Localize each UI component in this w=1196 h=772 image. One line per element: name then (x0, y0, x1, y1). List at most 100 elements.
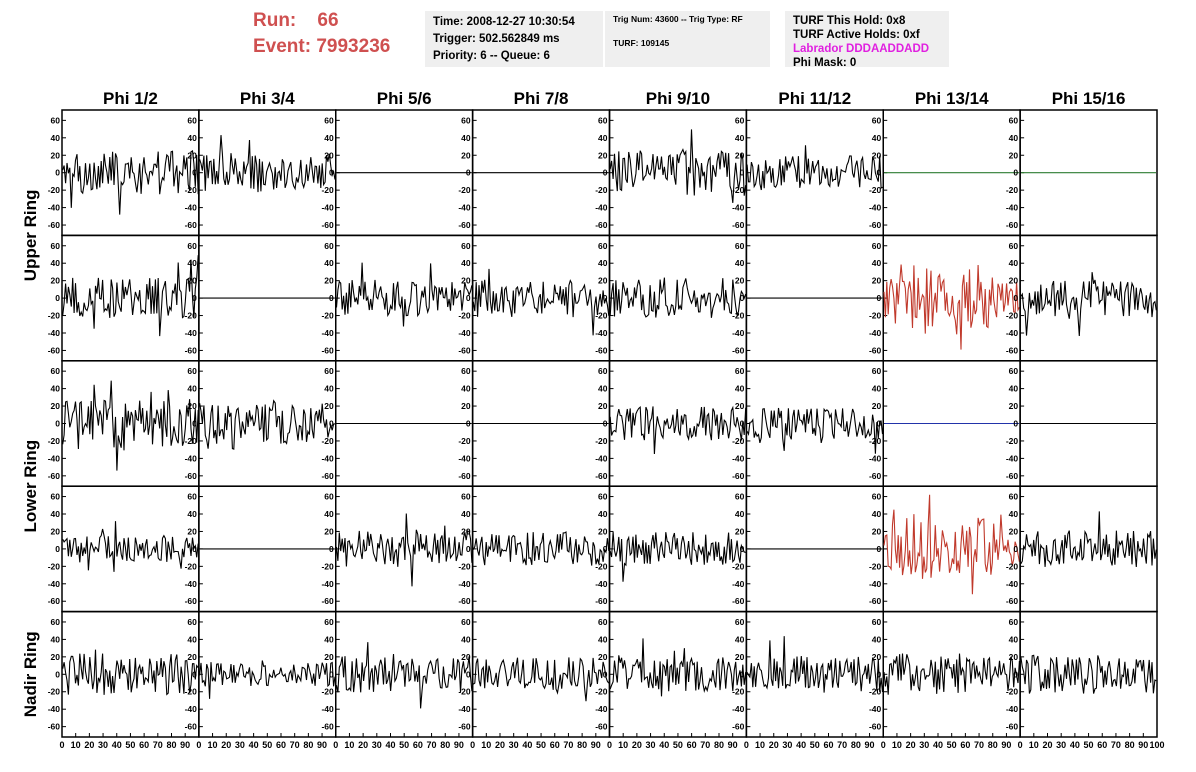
y-tick-label: 40 (461, 634, 471, 644)
column-header-5: Phi 9/10 (646, 89, 710, 108)
trace-r1-c1 (62, 149, 199, 215)
event-value: 7993236 (316, 36, 391, 57)
y-tick-label: -60 (869, 722, 882, 732)
y-tick-label: 60 (598, 492, 608, 502)
y-tick-label: -60 (595, 722, 608, 732)
y-tick-label: -20 (458, 687, 471, 697)
y-tick-label: 40 (735, 634, 745, 644)
y-tick-label: 20 (735, 276, 745, 286)
y-tick-label: 0 (329, 168, 334, 178)
y-tick-label: 20 (872, 652, 882, 662)
y-tick-label: 20 (598, 652, 608, 662)
y-tick-label: -60 (185, 722, 198, 732)
x-tick-label: 20 (1042, 740, 1052, 750)
y-tick-label: 0 (740, 293, 745, 303)
y-tick-label: 20 (187, 526, 197, 536)
column-header-8: Phi 15/16 (1052, 89, 1126, 108)
panel-r1-c2 (198, 109, 337, 237)
y-tick-label: 40 (187, 133, 197, 143)
panel-r4-c1 (61, 485, 200, 613)
y-tick-label: 0 (740, 544, 745, 554)
y-tick-label: 40 (461, 509, 471, 519)
y-tick-label: 40 (324, 384, 334, 394)
x-tick-label: 30 (509, 740, 519, 750)
y-tick-label: -40 (458, 328, 471, 338)
y-tick-label: -60 (595, 471, 608, 481)
x-tick-label: 0 (333, 740, 338, 750)
y-tick-label: -40 (185, 453, 198, 463)
x-tick-label: 10 (1029, 740, 1039, 750)
y-tick-label: 20 (324, 652, 334, 662)
y-tick-label: -40 (869, 328, 882, 338)
y-tick-label: -20 (1006, 436, 1019, 446)
y-tick-label: 40 (1009, 384, 1019, 394)
trace-r4-c4 (472, 531, 610, 566)
x-tick-label: 0 (744, 740, 749, 750)
x-tick-label: 30 (782, 740, 792, 750)
y-tick-label: 0 (603, 669, 608, 679)
panel-r5-c8 (1019, 610, 1158, 738)
y-tick-label: -40 (185, 579, 198, 589)
y-tick-label: -20 (869, 561, 882, 571)
x-tick-label: 0 (607, 740, 612, 750)
x-tick-label: 40 (933, 740, 943, 750)
trace-r4-c7 (883, 494, 1020, 595)
y-tick-label: 0 (877, 293, 882, 303)
column-header-6: Phi 11/12 (778, 89, 851, 108)
y-tick-label: 20 (461, 150, 471, 160)
column-header-7: Phi 13/14 (915, 89, 989, 108)
x-tick-label: 40 (796, 740, 806, 750)
y-tick-label: -20 (732, 687, 745, 697)
y-tick-label: -60 (48, 722, 61, 732)
y-tick-label: -60 (869, 345, 882, 355)
y-tick-label: 40 (461, 133, 471, 143)
y-tick-label: -40 (48, 203, 61, 213)
x-tick-label: 90 (1001, 740, 1011, 750)
y-tick-label: -40 (458, 203, 471, 213)
y-tick-label: 20 (1009, 652, 1019, 662)
y-tick-label: 60 (1009, 617, 1019, 627)
trace-r5-c6 (746, 636, 884, 693)
x-tick-label: 60 (139, 740, 149, 750)
y-tick-label: 0 (1013, 669, 1018, 679)
x-tick-label: 40 (249, 740, 259, 750)
y-tick-label: 40 (51, 133, 61, 143)
y-tick-label: 0 (192, 168, 197, 178)
y-tick-label: 0 (740, 669, 745, 679)
x-tick-label: 90 (865, 740, 875, 750)
x-tick-label: 60 (960, 740, 970, 750)
panel-r5-c6 (745, 610, 884, 738)
y-tick-label: -40 (732, 579, 745, 589)
y-tick-label: 60 (187, 617, 197, 627)
y-tick-label: -40 (48, 328, 61, 338)
y-tick-label: -40 (869, 203, 882, 213)
x-tick-label: 20 (632, 740, 642, 750)
y-tick-label: -60 (185, 596, 198, 606)
run-event-block: Run: 66 Event: 7993236 (253, 8, 390, 60)
trace-r2-c8 (1020, 272, 1157, 337)
y-tick-label: 40 (51, 509, 61, 519)
y-tick-label: 60 (1009, 241, 1019, 251)
run-value: 66 (317, 10, 339, 31)
y-tick-label: 60 (872, 241, 882, 251)
y-tick-label: 20 (461, 526, 471, 536)
y-tick-label: 20 (51, 401, 61, 411)
phi-mask-text: Phi Mask: 0 (793, 57, 857, 69)
y-tick-label: -20 (48, 311, 61, 321)
y-tick-label: 0 (466, 544, 471, 554)
y-tick-label: -40 (1006, 203, 1019, 213)
x-tick-label: 100 (1149, 740, 1164, 750)
y-tick-label: -60 (185, 345, 198, 355)
priority-text: Priority: 6 -- Queue: 6 (433, 50, 550, 62)
x-tick-label: 30 (98, 740, 108, 750)
y-tick-label: -40 (732, 453, 745, 463)
y-tick-label: -60 (458, 471, 471, 481)
y-tick-label: -40 (1006, 328, 1019, 338)
y-tick-label: 60 (461, 492, 471, 502)
x-tick-label: 90 (180, 740, 190, 750)
x-tick-label: 70 (974, 740, 984, 750)
x-tick-label: 10 (71, 740, 81, 750)
y-tick-label: -20 (185, 561, 198, 571)
trace-r3-c2 (199, 399, 336, 450)
